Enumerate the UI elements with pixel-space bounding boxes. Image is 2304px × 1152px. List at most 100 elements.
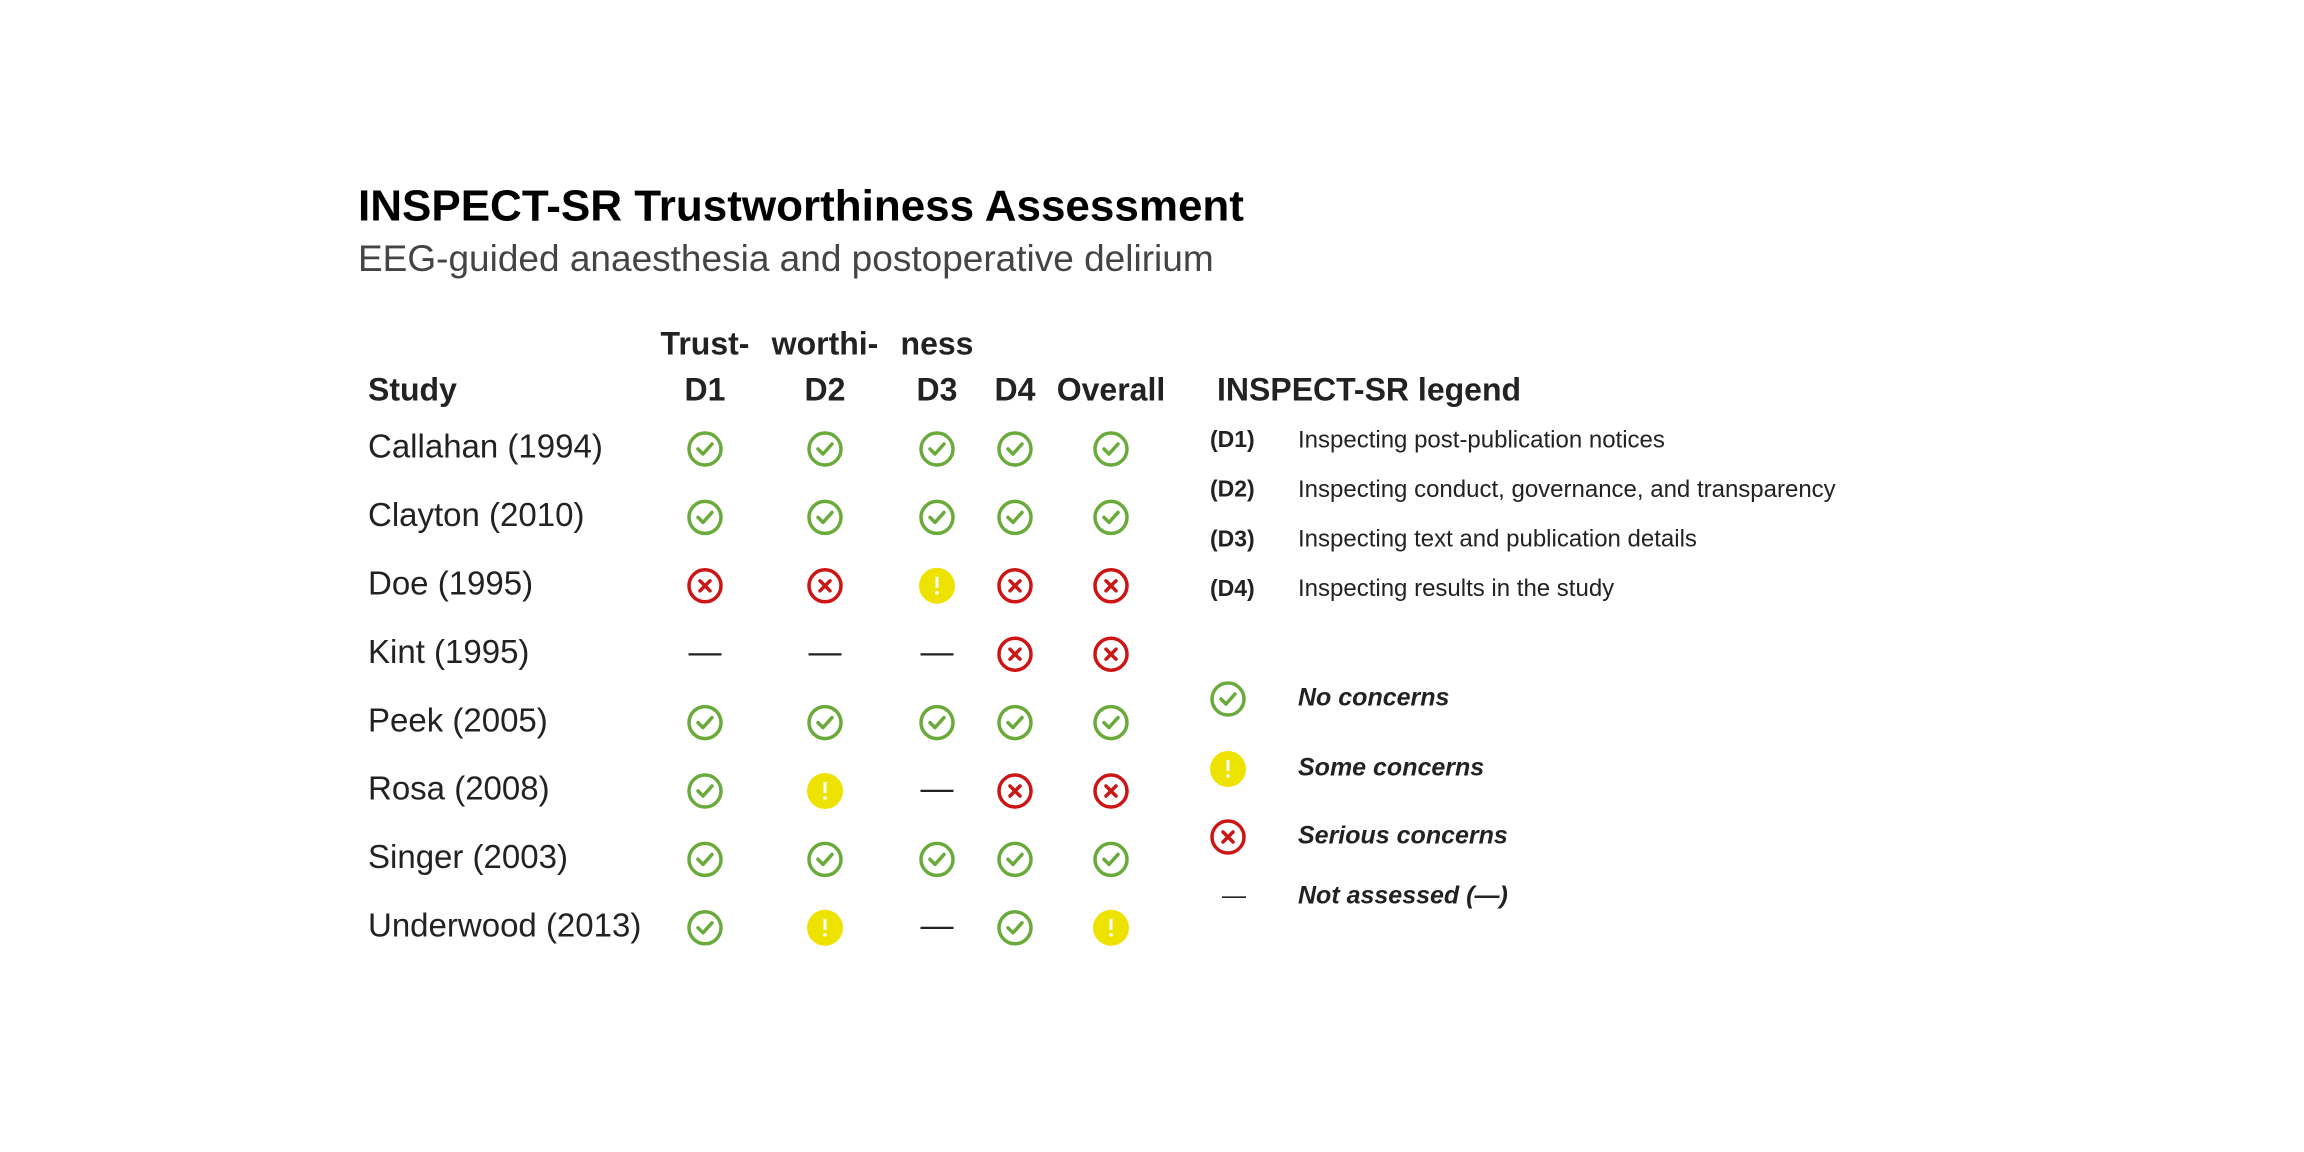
dash: — bbox=[689, 633, 722, 670]
icon-bang bbox=[823, 782, 827, 793]
domain-text: Inspecting results in the study bbox=[1298, 575, 1614, 602]
icon-circle bbox=[997, 773, 1033, 809]
icon-circle bbox=[687, 568, 723, 604]
group-header: ness bbox=[901, 325, 974, 361]
icon-circle bbox=[919, 841, 955, 878]
icon-check bbox=[696, 921, 714, 935]
status-icon bbox=[687, 773, 723, 809]
icon-cross bbox=[1104, 579, 1118, 593]
domain-text: Inspecting conduct, governance, and tran… bbox=[1298, 476, 1836, 503]
icon-check bbox=[816, 510, 834, 525]
icon-check bbox=[1006, 510, 1024, 525]
legend-label: Serious concerns bbox=[1298, 822, 1508, 850]
icon-circle bbox=[807, 499, 843, 536]
icon-circle bbox=[919, 499, 955, 536]
column-header: Overall bbox=[1057, 371, 1166, 407]
icon-circle bbox=[1093, 841, 1129, 878]
domain-text: Inspecting text and publication details bbox=[1298, 526, 1697, 553]
icon-cross bbox=[1104, 647, 1118, 661]
icon-check bbox=[1102, 715, 1120, 730]
icon-dot bbox=[823, 933, 827, 937]
icon-circle bbox=[997, 704, 1033, 741]
icon-circle bbox=[997, 431, 1033, 467]
row-header: Study bbox=[368, 371, 457, 407]
icon-cross bbox=[1104, 784, 1118, 798]
icon-cross bbox=[1008, 579, 1022, 593]
status-icon: — bbox=[809, 633, 842, 670]
study-name: Peek (2005) bbox=[368, 701, 548, 738]
icon-circle bbox=[997, 636, 1033, 672]
icon-dot bbox=[1226, 774, 1230, 778]
status-icon bbox=[1093, 499, 1129, 536]
icon-circle bbox=[687, 431, 723, 467]
icon-check bbox=[928, 510, 946, 525]
status-icon: — bbox=[689, 633, 722, 670]
domain-code: (D3) bbox=[1210, 525, 1255, 551]
status-icon bbox=[997, 568, 1033, 604]
status-icon bbox=[687, 910, 723, 946]
icon-circle bbox=[1093, 499, 1129, 536]
status-icon bbox=[807, 704, 843, 741]
icon-check bbox=[1006, 715, 1024, 730]
group-header: Trust- bbox=[661, 325, 750, 361]
icon-cross bbox=[1008, 784, 1022, 798]
status-icon bbox=[919, 431, 955, 467]
icon-check bbox=[928, 442, 946, 456]
status-icon bbox=[997, 636, 1033, 672]
icon-bang bbox=[935, 576, 939, 588]
status-icon bbox=[687, 499, 723, 536]
status-icon: — bbox=[921, 907, 954, 944]
icon-dot bbox=[1109, 933, 1113, 937]
domain-code: (D2) bbox=[1210, 476, 1255, 502]
icon-check bbox=[928, 715, 946, 730]
study-name: Rosa (2008) bbox=[368, 770, 550, 807]
status-icon bbox=[807, 499, 843, 536]
status-icon bbox=[1093, 909, 1129, 946]
study-name: Doe (1995) bbox=[368, 565, 533, 602]
icon-check bbox=[696, 852, 714, 867]
icon-cross bbox=[1221, 830, 1235, 844]
icon-check bbox=[696, 715, 714, 730]
icon-circle bbox=[807, 568, 843, 604]
icon-check bbox=[1006, 442, 1024, 456]
icon-bang bbox=[823, 918, 827, 930]
dash: — bbox=[921, 633, 954, 670]
icon-circle bbox=[997, 910, 1033, 946]
icon-circle bbox=[807, 431, 843, 467]
column-header: D2 bbox=[805, 371, 846, 407]
dash: — bbox=[921, 770, 954, 807]
icon-circle bbox=[997, 499, 1033, 536]
status-icon bbox=[919, 704, 955, 741]
status-icon: — bbox=[921, 770, 954, 807]
dash: — bbox=[809, 633, 842, 670]
icon-circle bbox=[919, 431, 955, 467]
column-header: D4 bbox=[995, 371, 1036, 407]
status-icon bbox=[687, 431, 723, 467]
status-icon: — bbox=[921, 633, 954, 670]
status-icon bbox=[919, 567, 955, 604]
domain-code: (D4) bbox=[1210, 575, 1255, 601]
icon-circle bbox=[1210, 681, 1246, 717]
icon-check bbox=[928, 852, 946, 867]
icon-cross bbox=[1008, 647, 1022, 661]
status-icon bbox=[687, 841, 723, 878]
status-icon bbox=[807, 841, 843, 878]
column-header: D1 bbox=[685, 371, 726, 407]
subtitle: EEG-guided anaesthesia and postoperative… bbox=[358, 238, 1214, 279]
status-icon bbox=[807, 431, 843, 467]
status-icon bbox=[1093, 841, 1129, 878]
title: INSPECT-SR Trustworthiness Assessment bbox=[358, 182, 1244, 231]
study-name: Callahan (1994) bbox=[368, 428, 603, 465]
icon-check bbox=[816, 442, 834, 456]
icon-check bbox=[1006, 852, 1024, 867]
status-icon bbox=[1093, 636, 1129, 672]
status-icon bbox=[807, 773, 843, 809]
icon-check bbox=[696, 442, 714, 456]
status-icon bbox=[997, 841, 1033, 878]
icon-dot bbox=[935, 591, 939, 595]
legend-label: Some concerns bbox=[1298, 754, 1484, 782]
study-name: Kint (1995) bbox=[368, 633, 529, 670]
icon-circle bbox=[997, 841, 1033, 878]
group-header: worthi- bbox=[771, 325, 879, 361]
status-icon bbox=[1210, 819, 1246, 855]
